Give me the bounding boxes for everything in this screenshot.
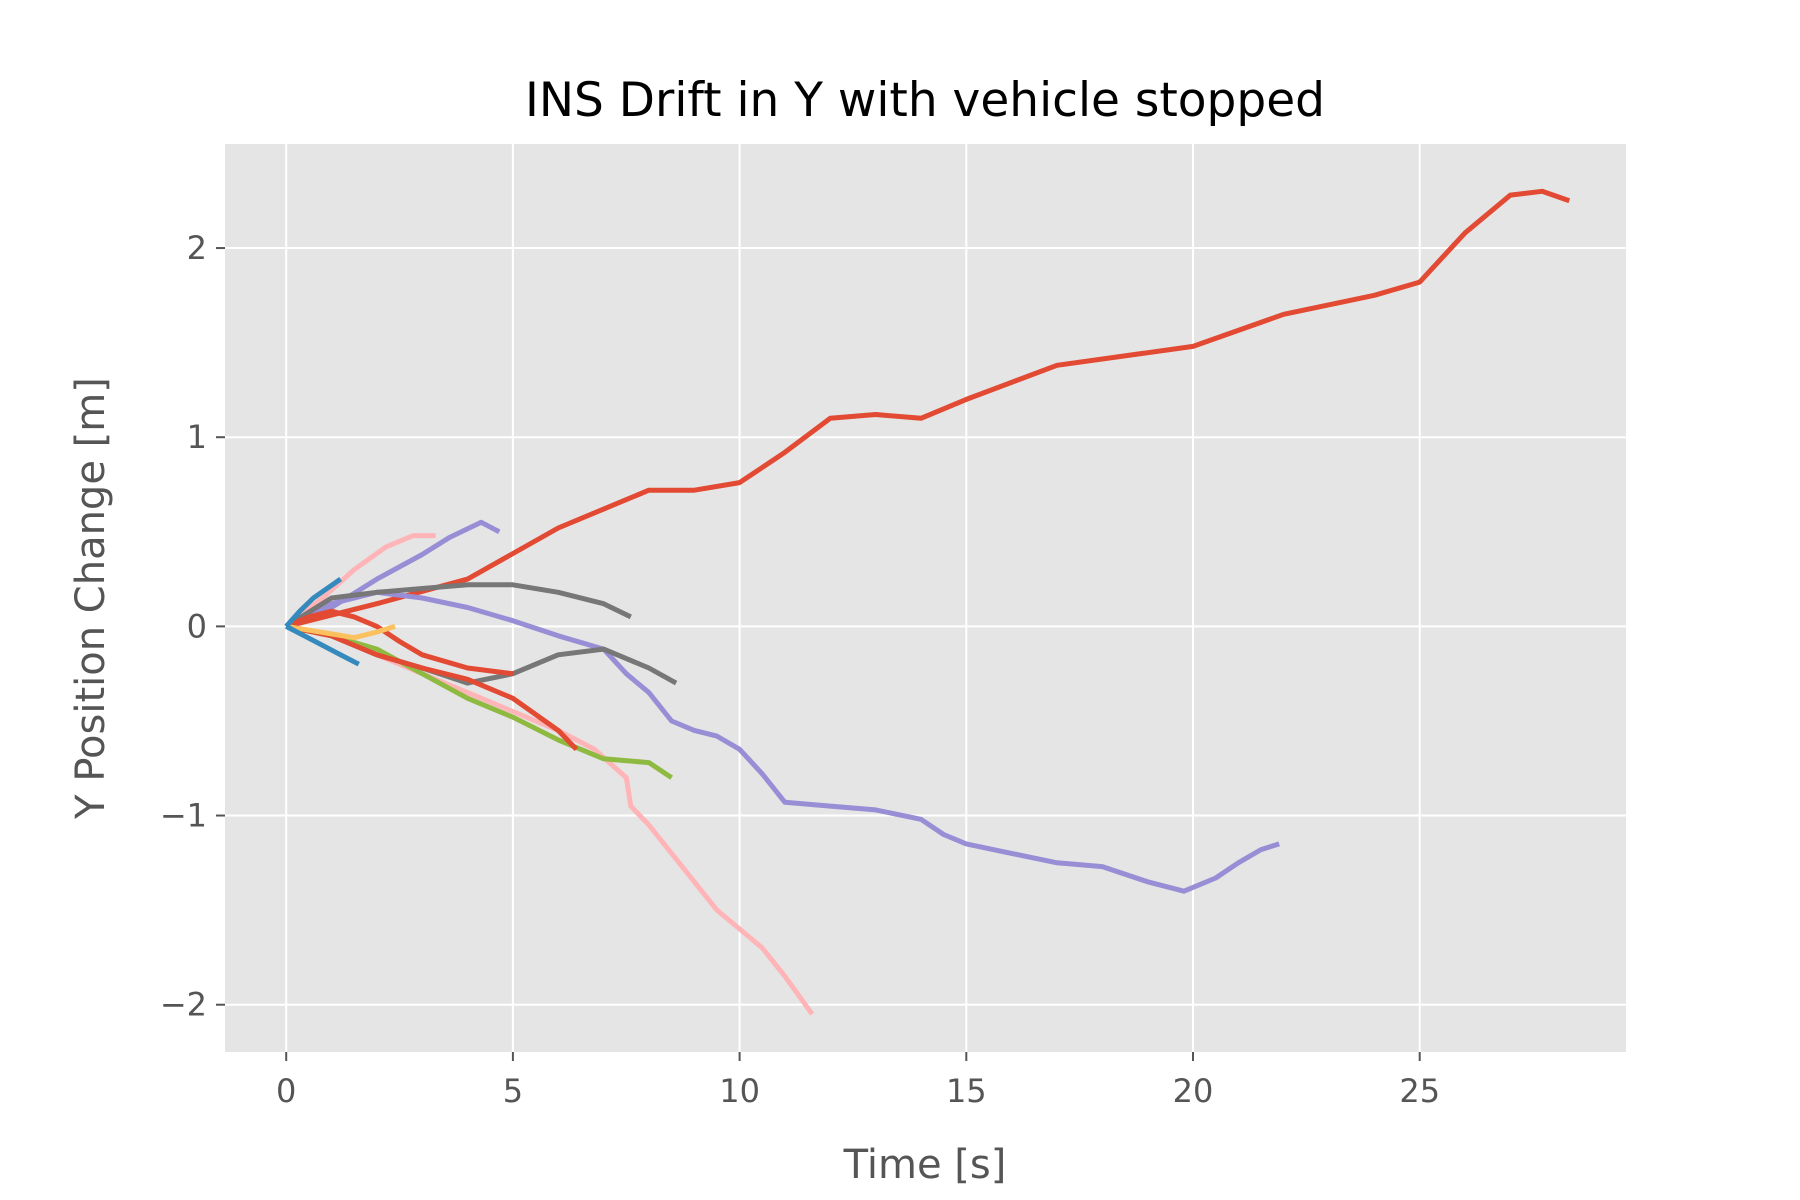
chart-title: INS Drift in Y with vehicle stopped xyxy=(525,73,1325,128)
series-line-4 xyxy=(284,533,436,629)
y-tick-label: 1 xyxy=(187,418,207,456)
x-tick-label: 10 xyxy=(719,1072,760,1110)
series-line-5 xyxy=(285,519,501,629)
axis-ticks: 0 5 10 15 20 25 −2 −1 0 1 2 xyxy=(160,229,1440,1110)
x-axis-label: Time [s] xyxy=(843,1142,1007,1188)
y-axis-label: Y Position Change [m] xyxy=(68,377,114,820)
series-line-1 xyxy=(285,188,1571,629)
x-tick-label: 15 xyxy=(946,1072,987,1110)
series-layer xyxy=(284,188,1571,1016)
x-tick-label: 25 xyxy=(1399,1072,1440,1110)
grid xyxy=(225,144,1626,1052)
y-tick-label: 0 xyxy=(187,607,207,645)
y-tick-label: −2 xyxy=(160,986,207,1024)
y-tick-label: −1 xyxy=(160,797,207,835)
x-tick-label: 20 xyxy=(1173,1072,1214,1110)
x-tick-label: 5 xyxy=(503,1072,523,1110)
series-line-11 xyxy=(285,623,396,641)
series-line-2 xyxy=(285,589,1280,894)
series-line-6 xyxy=(284,582,632,629)
series-line-10 xyxy=(285,608,514,677)
y-tick-label: 2 xyxy=(187,229,207,267)
series-line-9 xyxy=(285,623,579,752)
series-line-8 xyxy=(285,623,673,780)
series-line-12 xyxy=(284,577,343,629)
plot-area xyxy=(225,144,1626,1052)
x-tick-label: 0 xyxy=(276,1072,296,1110)
series-line-13 xyxy=(285,624,360,667)
